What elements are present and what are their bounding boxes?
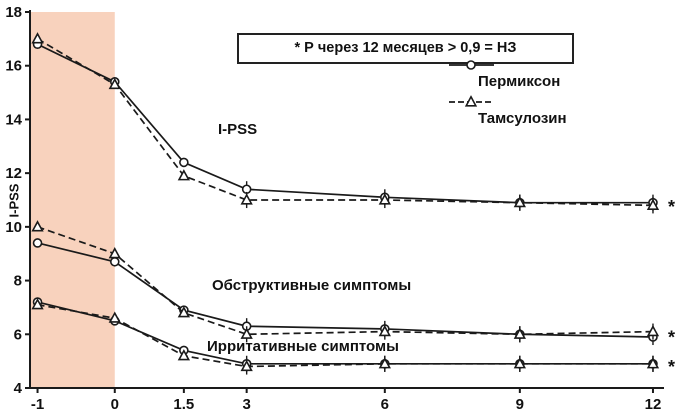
- svg-text:10: 10: [5, 219, 22, 236]
- svg-text:12: 12: [645, 396, 662, 413]
- svg-text:6: 6: [14, 326, 22, 343]
- svg-text:*: *: [668, 197, 675, 217]
- svg-text:-1: -1: [31, 396, 44, 413]
- legend-item-tamsulosin: Тамсулозин: [436, 95, 606, 127]
- svg-text:*: *: [668, 327, 675, 347]
- svg-text:*: *: [668, 357, 675, 377]
- y-axis-title: I-PSS: [6, 183, 22, 218]
- svg-text:3: 3: [242, 396, 250, 413]
- solid-line-circle-icon: [449, 60, 494, 70]
- series-group-label-obstructive: Обструктивные симптомы: [212, 277, 412, 294]
- svg-text:18: 18: [5, 4, 22, 21]
- svg-text:16: 16: [5, 58, 22, 75]
- legend-item-permixon: Пермиксон: [436, 58, 606, 90]
- svg-text:9: 9: [516, 396, 524, 413]
- svg-text:1.5: 1.5: [173, 396, 194, 413]
- dashed-line-triangle-icon: [449, 95, 494, 107]
- legend-label-tamsulosin: Тамсулозин: [478, 110, 567, 127]
- series-group-label-irritative: Ирритативные симптомы: [207, 338, 399, 355]
- series-group-label-ipss: I-PSS: [218, 121, 258, 138]
- svg-text:6: 6: [381, 396, 389, 413]
- svg-text:14: 14: [5, 111, 22, 128]
- svg-text:8: 8: [14, 273, 22, 290]
- svg-text:0: 0: [111, 396, 119, 413]
- legend-label-permixon: Пермиксон: [478, 73, 561, 90]
- svg-text:12: 12: [5, 165, 22, 182]
- legend: Пермиксон Тамсулозин: [436, 58, 606, 132]
- svg-text:4: 4: [14, 380, 23, 397]
- significance-note-box: * Р через 12 месяцев > 0,9 = НЗ: [237, 33, 574, 64]
